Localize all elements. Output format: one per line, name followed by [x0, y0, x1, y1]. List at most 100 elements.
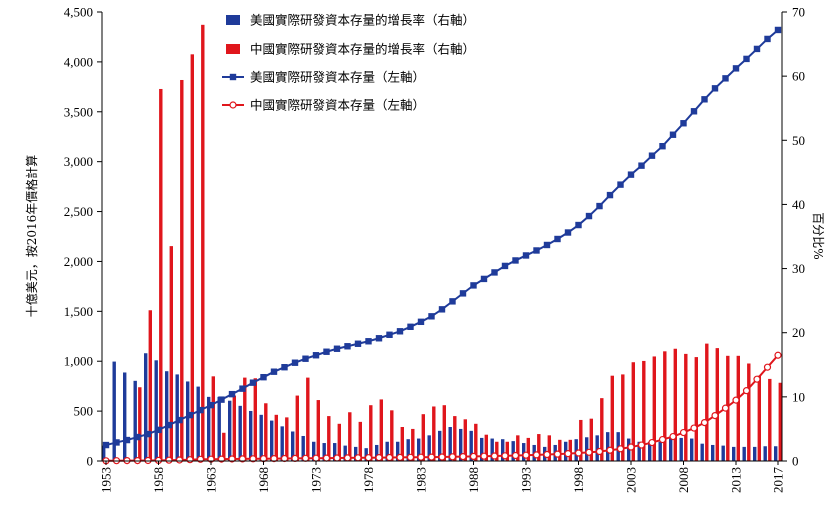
us-stock-point-1959 — [165, 421, 173, 429]
us-growth-bar-1970 — [280, 426, 284, 461]
us-stock-point-2017 — [774, 26, 782, 34]
cn-growth-bar-2008 — [684, 353, 688, 461]
us-stock-point-1983 — [417, 318, 425, 326]
cn-stock-point-1969 — [270, 455, 278, 463]
cn-stock-point-1975 — [333, 454, 341, 462]
cn-growth-bar-2015 — [757, 375, 761, 461]
x-tick-label: 2013 — [729, 467, 744, 493]
us-stock-point-2009 — [690, 108, 698, 115]
us-stock-point-1971 — [291, 359, 299, 366]
us-growth-bar-2009 — [690, 438, 694, 461]
cn-stock-point-2009 — [690, 424, 698, 432]
cn-stock-point-1960 — [175, 456, 184, 464]
us-growth-bar-1984 — [427, 435, 431, 461]
left-tick-label: 1,000 — [64, 354, 93, 369]
us-growth-bar-1961 — [186, 381, 190, 461]
us-stock-point-1954 — [113, 439, 120, 446]
cn-growth-bar-1977 — [358, 421, 362, 461]
x-tick-label: 1978 — [361, 467, 376, 493]
us-growth-bar-2012 — [721, 445, 725, 461]
us-growth-bar-2006 — [658, 441, 662, 461]
us-growth-bar-1987 — [459, 428, 463, 461]
cn-stock-point-1997 — [564, 450, 572, 458]
us-growth-bar-1986 — [448, 427, 452, 461]
cn-growth-bar-1990 — [495, 441, 499, 461]
cn-stock-point-1980 — [385, 453, 394, 462]
us-stock-point-1956 — [134, 433, 141, 441]
us-stock-point-1966 — [239, 385, 246, 392]
left-tick-label: 4,000 — [64, 54, 93, 69]
cn-growth-bar-2000 — [600, 398, 604, 461]
cn-growth-bar-1997 — [568, 439, 572, 461]
us-growth-bar-2008 — [679, 437, 683, 461]
us-growth-bar-1993 — [522, 443, 526, 461]
us-growth-bar-2005 — [648, 441, 652, 461]
cn-stock-point-1990 — [490, 452, 499, 460]
left-tick-label: 0 — [87, 454, 94, 469]
legend-swatch — [226, 15, 240, 25]
us-stock-point-2010 — [701, 96, 708, 103]
us-growth-bar-2007 — [669, 438, 673, 461]
us-stock-point-1984 — [428, 313, 435, 320]
right-tick-label: 50 — [792, 133, 805, 148]
us-growth-bar-1982 — [406, 439, 410, 461]
us-growth-bar-1966 — [238, 405, 242, 461]
us-stock-point-1973 — [312, 352, 320, 359]
cn-growth-bar-1993 — [526, 437, 530, 461]
cn-stock-point-2003 — [627, 443, 635, 451]
us-growth-bar-1975 — [333, 443, 337, 461]
us-growth-bar-1991 — [501, 439, 505, 461]
us-growth-bar-2004 — [637, 441, 641, 461]
us-growth-bar-1999 — [585, 437, 589, 461]
us-stock-point-1997 — [564, 229, 572, 236]
us-stock-point-1990 — [491, 269, 498, 276]
legend-swatch-marker — [229, 73, 237, 81]
cn-stock-point-2014 — [742, 387, 751, 395]
us-stock-point-1975 — [333, 345, 341, 352]
cn-stock-point-2001 — [606, 446, 614, 454]
cn-stock-point-2010 — [700, 418, 709, 427]
cn-growth-bar-1987 — [463, 419, 467, 461]
us-growth-bar-1976 — [343, 445, 347, 461]
x-tick-label: 1983 — [414, 467, 429, 493]
cn-growth-bar-2005 — [652, 356, 656, 461]
left-tick-label: 4,500 — [64, 5, 93, 20]
x-tick-label: 2008 — [676, 467, 691, 493]
cn-stock-point-2012 — [721, 404, 730, 412]
us-growth-bar-1969 — [270, 420, 274, 461]
cn-stock-point-1970 — [280, 454, 289, 463]
us-stock-point-1962 — [197, 406, 204, 414]
us-stock-point-1979 — [375, 335, 383, 342]
us-growth-bar-1959 — [165, 371, 169, 461]
us-stock-point-1955 — [123, 436, 131, 444]
cn-growth-bar-2011 — [715, 348, 719, 461]
cn-stock-point-1996 — [553, 450, 562, 458]
cn-growth-bar-1989 — [484, 434, 488, 461]
us-stock-point-2001 — [606, 191, 614, 199]
us-stock-point-1967 — [249, 379, 257, 386]
us-growth-bar-2015 — [753, 446, 757, 461]
us-growth-bar-1967 — [249, 410, 253, 461]
left-tick-label: 500 — [74, 404, 94, 419]
us-stock-point-1980 — [386, 331, 393, 338]
us-stock-point-1986 — [449, 298, 456, 305]
x-tick-label: 1993 — [519, 467, 534, 493]
cn-growth-bar-1980 — [390, 410, 394, 461]
us-stock-point-1992 — [512, 257, 519, 264]
cn-growth-bar-2013 — [736, 355, 740, 461]
cn-stock-point-1985 — [438, 453, 446, 461]
us-stock-point-2003 — [627, 171, 635, 178]
cn-growth-bar-1973 — [316, 400, 320, 461]
cn-growth-bar-1971 — [295, 395, 299, 461]
cn-stock-point-1987 — [459, 453, 467, 461]
cn-stock-point-1974 — [322, 454, 331, 462]
cn-growth-bar-2004 — [642, 360, 646, 461]
cn-growth-bar-1978 — [369, 405, 373, 461]
cn-stock-point-2008 — [679, 428, 688, 437]
cn-stock-point-1979 — [375, 454, 383, 462]
us-growth-bar-1956 — [133, 380, 137, 461]
us-growth-bar-1964 — [217, 396, 221, 461]
us-growth-bar-1955 — [123, 372, 127, 461]
cn-stock-point-2006 — [658, 435, 667, 444]
